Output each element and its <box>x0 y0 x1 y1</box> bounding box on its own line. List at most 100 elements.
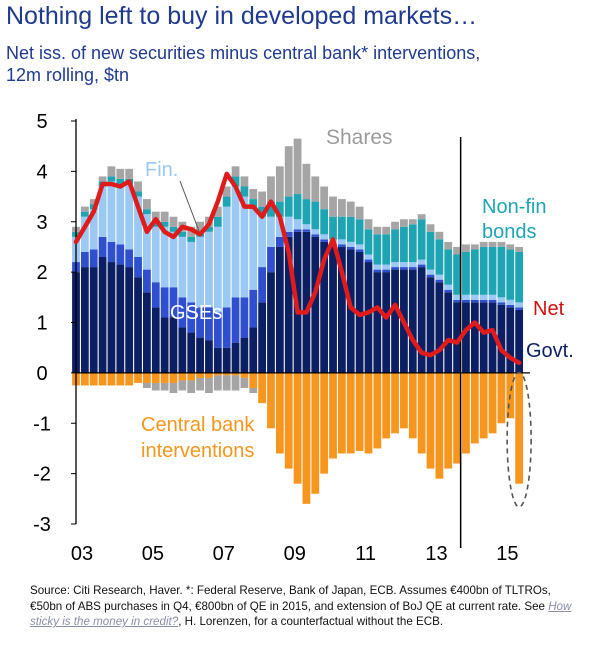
bar-gses <box>205 307 213 341</box>
bar-gses <box>213 312 222 348</box>
bar-gses <box>470 299 479 303</box>
bar-fin <box>293 219 302 230</box>
bar-nonfin-bonds <box>222 196 231 207</box>
bar-central-bank <box>151 372 160 383</box>
bar-central-bank <box>311 372 320 494</box>
bar-central-bank <box>222 372 231 376</box>
bar-share-buybacks <box>213 375 222 391</box>
bar-central-bank <box>346 372 355 454</box>
bar-govt <box>213 347 222 373</box>
bar-gses <box>337 244 346 247</box>
bar-shares <box>453 246 461 255</box>
bar-central-bank <box>373 372 382 449</box>
bar-gses <box>275 236 284 247</box>
bar-central-bank <box>116 372 125 386</box>
bar-gses <box>488 299 497 303</box>
bar-govt <box>143 292 151 373</box>
x-tick-label: 03 <box>71 543 93 565</box>
bar-govt <box>178 327 187 373</box>
bar-gses <box>160 287 169 318</box>
chart: 5 4 3 2 1 0 -1 -2 -3 03 05 07 09 11 13 15 Shares Fin. Non-… <box>33 111 574 565</box>
bar-nonfin-bonds <box>240 186 249 197</box>
bar-central-bank <box>80 372 89 386</box>
bar-nonfin-bonds <box>107 176 116 182</box>
bar-nonfin-bonds <box>302 199 311 225</box>
bar-central-bank <box>497 372 506 424</box>
bar-fin <box>302 224 311 230</box>
source-text-tail: , H. Lorenzen, for a counterfactual with… <box>178 615 444 628</box>
bar-fin <box>231 186 240 298</box>
bar-central-bank <box>329 372 337 459</box>
bar-central-bank <box>462 372 470 454</box>
bar-gses <box>435 279 444 283</box>
bar-nonfin-bonds <box>249 199 258 210</box>
bar-govt <box>205 340 213 373</box>
bar-govt <box>329 246 337 373</box>
bar-fin <box>488 294 497 300</box>
bar-nonfin-bonds <box>364 229 373 255</box>
bar-nonfin-bonds <box>506 249 515 300</box>
bar-fin <box>275 216 284 237</box>
bar-fin <box>284 216 293 232</box>
bar-shares <box>355 206 364 220</box>
bar-gses <box>98 236 107 258</box>
bar-gses <box>506 304 515 308</box>
bar-gses <box>293 229 302 232</box>
bar-govt <box>89 267 98 373</box>
bar-central-bank <box>125 372 134 386</box>
bar-nonfin-bonds <box>462 251 470 295</box>
y-tick-label: 2 <box>36 262 47 284</box>
bar-govt <box>302 231 311 373</box>
bar-fin <box>337 239 346 245</box>
bar-central-bank <box>479 372 488 439</box>
bar-central-bank <box>320 372 329 474</box>
bar-fin <box>169 231 178 288</box>
bar-fin <box>196 236 204 308</box>
bar-fin <box>382 264 391 270</box>
x-tick-label: 11 <box>355 543 376 565</box>
bar-central-bank <box>391 372 399 434</box>
nonfin-label-line1: Non-fin <box>482 196 546 218</box>
source-link[interactable]: How sticky is the money in credit? <box>30 599 572 629</box>
bar-gses <box>169 287 178 318</box>
bar-layer <box>72 138 524 504</box>
y-tick-label: 5 <box>36 111 47 133</box>
bar-gses <box>178 297 187 328</box>
bar-gses <box>267 246 275 273</box>
bar-central-bank <box>417 372 426 454</box>
bar-central-bank <box>187 372 196 381</box>
bar-govt <box>284 236 293 373</box>
bar-central-bank <box>337 372 346 454</box>
bar-govt <box>337 246 346 373</box>
bar-shares <box>89 199 98 205</box>
source-text: Source: Citi Research, Haver. *: Federal… <box>30 584 551 613</box>
bar-govt <box>134 277 142 373</box>
bar-govt <box>497 304 506 373</box>
bar-shares <box>515 246 524 252</box>
bar-fin <box>89 209 98 250</box>
x-tick-label: 09 <box>284 543 306 565</box>
bar-gses <box>240 297 249 338</box>
bar-govt <box>169 317 178 373</box>
bar-shares <box>80 206 89 212</box>
bar-share-buybacks <box>178 380 187 391</box>
bar-gses <box>408 267 417 270</box>
y-tick-label: -2 <box>33 464 51 486</box>
bar-govt <box>391 269 399 373</box>
subtitle-line-1: Net iss. of new securities minus central… <box>6 43 481 63</box>
bar-shares <box>196 221 204 232</box>
bar-fin <box>346 241 355 247</box>
bar-central-bank <box>364 372 373 454</box>
bar-gses <box>302 229 311 232</box>
highlight-ellipse <box>506 371 532 508</box>
bar-gses <box>311 234 320 237</box>
bar-shares <box>151 211 160 222</box>
bar-gses <box>249 289 258 328</box>
bar-govt <box>346 249 355 373</box>
bar-gses <box>187 302 196 333</box>
y-tick-label: 4 <box>36 161 47 183</box>
bar-nonfin-bonds <box>417 219 426 260</box>
bar-gses <box>231 297 240 343</box>
bar-central-bank <box>258 372 267 404</box>
bar-share-buybacks <box>143 382 151 388</box>
